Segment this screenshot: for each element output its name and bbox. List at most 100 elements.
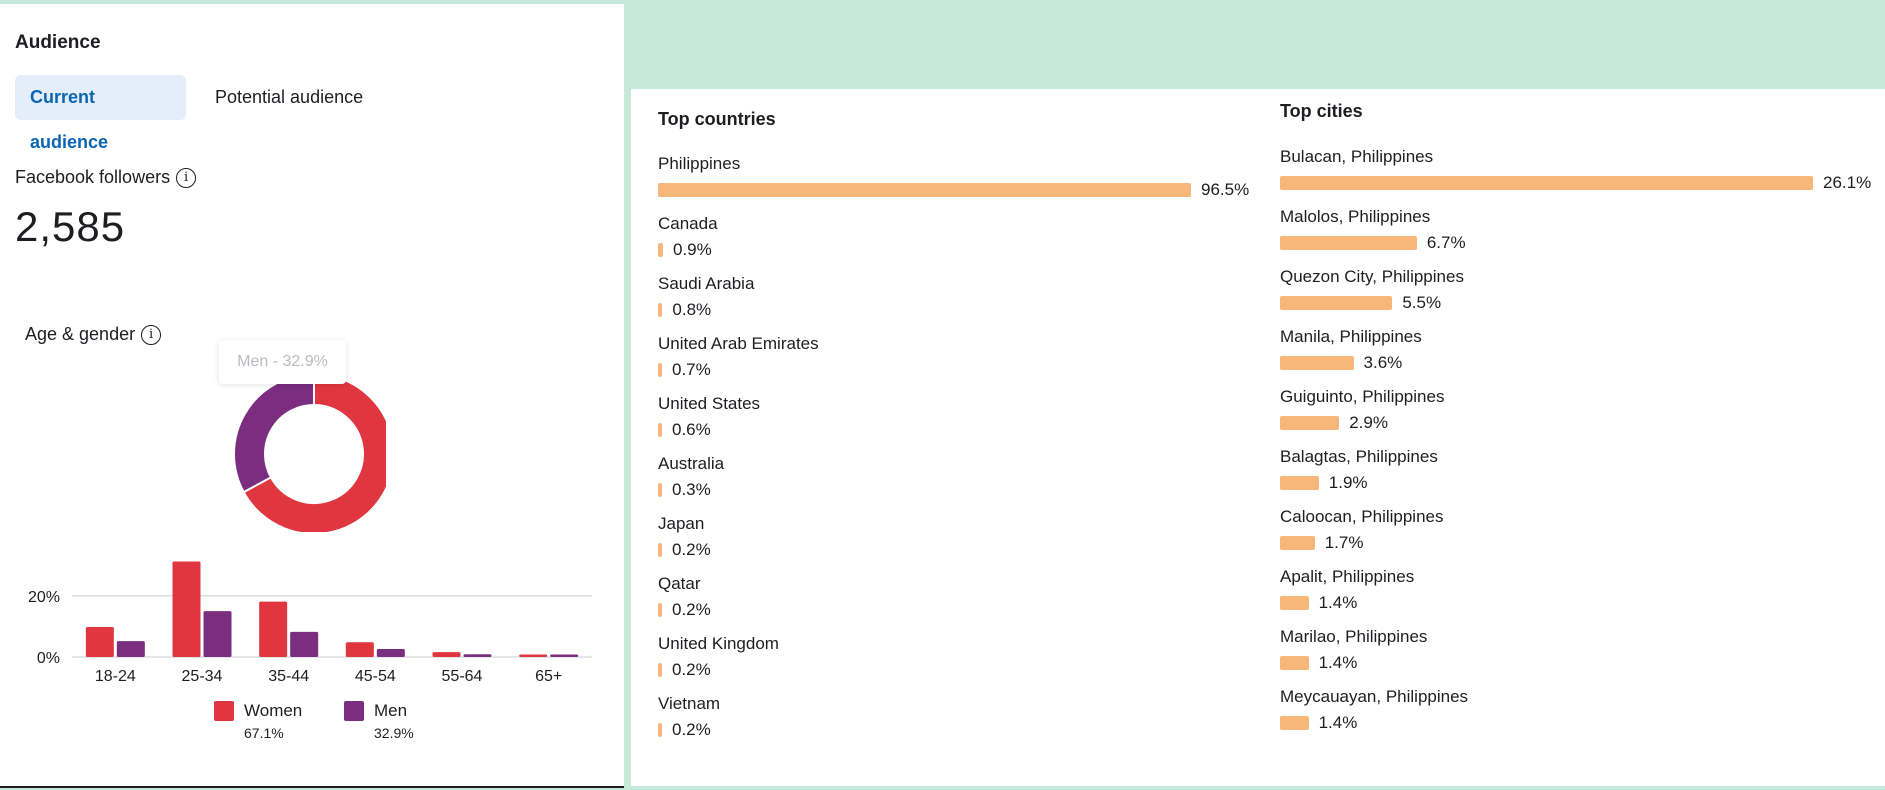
list-item-bar-line: 2.9% xyxy=(1280,413,1444,432)
list-item-bar xyxy=(1280,236,1417,250)
gender-donut-chart[interactable] xyxy=(226,372,386,532)
list-item-label: United Arab Emirates xyxy=(658,334,819,353)
list-item: United Arab Emirates 0.7% xyxy=(658,334,819,379)
list-item-bar xyxy=(658,663,662,677)
donut-tooltip: Men - 32.9% xyxy=(219,340,346,384)
tab-potential-audience[interactable]: Potential audience xyxy=(215,87,364,107)
legend-men-pct: 32.9% xyxy=(374,725,414,741)
list-item: Meycauayan, Philippines 1.4% xyxy=(1280,687,1468,732)
list-item-bar-line: 26.1% xyxy=(1280,173,1872,192)
list-item-bar-line: 1.9% xyxy=(1280,473,1438,492)
y-tick-label: 0% xyxy=(37,650,60,667)
women-swatch xyxy=(214,701,234,721)
top-countries-title: Top countries xyxy=(658,109,776,129)
audience-panel: Audience Current audience Potential audi… xyxy=(0,4,624,788)
list-item-bar xyxy=(658,483,662,497)
top-strip xyxy=(0,0,624,4)
list-item: Guiguinto, Philippines 2.9% xyxy=(1280,387,1444,432)
list-item-bar xyxy=(658,303,663,317)
list-item: Bulacan, Philippines 26.1% xyxy=(1280,147,1871,192)
info-icon[interactable]: i xyxy=(176,167,197,188)
list-item-pct: 1.9% xyxy=(1328,473,1368,492)
list-item-bar xyxy=(658,603,662,617)
list-item-label: Caloocan, Philippines xyxy=(1280,507,1444,526)
list-item-label: Meycauayan, Philippines xyxy=(1280,687,1469,706)
list-item-bar-line: 0.6% xyxy=(658,420,760,439)
list-item-pct: 0.9% xyxy=(672,240,712,259)
x-tick-label: 65+ xyxy=(535,668,562,685)
list-item-label: Qatar xyxy=(658,574,701,593)
list-item-bar xyxy=(658,183,1191,197)
bar-men-25-34[interactable] xyxy=(203,611,232,657)
bar-women-18-24[interactable] xyxy=(85,626,114,657)
list-item: Balagtas, Philippines 1.9% xyxy=(1280,447,1438,492)
list-item-pct: 2.9% xyxy=(1349,413,1388,432)
list-item-bar xyxy=(658,423,662,437)
list-item: Malolos, Philippines 6.7% xyxy=(1280,207,1466,252)
bar-men-65+[interactable] xyxy=(550,654,579,657)
list-item-bar-line: 96.5% xyxy=(658,180,1249,199)
list-item-pct: 0.3% xyxy=(672,480,711,499)
men-swatch xyxy=(344,701,364,721)
legend-men-text: Men 32.9% xyxy=(374,701,414,741)
list-item-bar-line: 0.8% xyxy=(658,300,754,319)
list-item-pct: 1.4% xyxy=(1318,713,1358,732)
bar-women-25-34[interactable] xyxy=(172,561,201,657)
list-item-pct: 6.7% xyxy=(1426,233,1466,252)
list-item-bar-line: 0.2% xyxy=(658,540,711,559)
donut-slice-men[interactable] xyxy=(233,372,315,494)
age-bar-chart: 0% 20% 18-24 25-34 35-44 45-54 55-64 65+ xyxy=(28,561,592,685)
bar-women-45-54[interactable] xyxy=(345,642,374,657)
list-item-bar-line: 0.2% xyxy=(658,660,779,679)
followers-label: Facebook followers i xyxy=(15,167,197,188)
list-item-pct: 26.1% xyxy=(1823,173,1872,192)
list-item-label: Saudi Arabia xyxy=(658,274,755,293)
list-item-bar-line: 0.9% xyxy=(658,240,718,259)
legend-women[interactable]: Women 67.1% xyxy=(214,701,302,741)
list-item-bar xyxy=(1280,356,1354,370)
list-item-label: Australia xyxy=(658,454,725,473)
list-item-pct: 0.2% xyxy=(672,540,711,559)
list-item: Saudi Arabia 0.8% xyxy=(658,274,754,319)
bar-women-65+[interactable] xyxy=(519,654,548,657)
list-item: Canada 0.9% xyxy=(658,214,718,259)
bar-men-45-54[interactable] xyxy=(376,649,405,657)
legend-men-name: Men xyxy=(374,701,408,720)
list-item-label: Canada xyxy=(658,214,718,233)
bar-women-35-44[interactable] xyxy=(259,601,288,657)
list-item-bar xyxy=(1280,416,1340,430)
list-item-pct: 3.6% xyxy=(1363,353,1403,372)
followers-count: 2,585 xyxy=(15,203,126,250)
list-item: Marilao, Philippines 1.4% xyxy=(1280,627,1427,672)
bar-men-18-24[interactable] xyxy=(116,641,145,657)
list-item-label: Vietnam xyxy=(658,694,721,713)
list-item-bar xyxy=(1280,296,1393,310)
list-item: Apalit, Philippines 1.4% xyxy=(1280,567,1414,612)
donut-slice-women[interactable] xyxy=(242,372,386,532)
list-item-bar-line: 0.7% xyxy=(658,360,819,379)
tab-current-audience[interactable]: Current audience xyxy=(15,75,186,152)
y-tick-label: 20% xyxy=(28,589,60,606)
bar-men-35-44[interactable] xyxy=(290,631,319,657)
list-item-pct: 0.2% xyxy=(672,720,711,739)
bar-women-55-64[interactable] xyxy=(432,652,461,657)
age-gender-label: Age & gender i xyxy=(25,324,162,345)
bar-men-55-64[interactable] xyxy=(463,654,492,657)
list-item-bar-line: 1.4% xyxy=(1280,713,1468,732)
list-item-pct: 1.4% xyxy=(1318,653,1358,672)
list-item-pct: 5.5% xyxy=(1402,293,1442,312)
list-item: United States 0.6% xyxy=(658,394,760,439)
legend-men[interactable]: Men 32.9% xyxy=(344,701,414,741)
list-item-pct: 0.6% xyxy=(672,420,711,439)
list-item: Australia 0.3% xyxy=(658,454,724,499)
list-item-label: Marilao, Philippines xyxy=(1280,627,1428,646)
list-item-pct: 1.7% xyxy=(1324,533,1364,552)
locations-panel: Top countries Philippines 96.5% Canada 0.9%… xyxy=(631,89,1885,786)
list-item-label: Guiguinto, Philippines xyxy=(1280,387,1445,406)
list-item-bar-line: 0.2% xyxy=(658,600,711,619)
list-item-label: Japan xyxy=(658,514,705,533)
list-item: Japan 0.2% xyxy=(658,514,711,559)
info-icon[interactable]: i xyxy=(141,324,162,345)
list-item-bar-line: 3.6% xyxy=(1280,353,1422,372)
legend-women-pct: 67.1% xyxy=(244,725,284,741)
